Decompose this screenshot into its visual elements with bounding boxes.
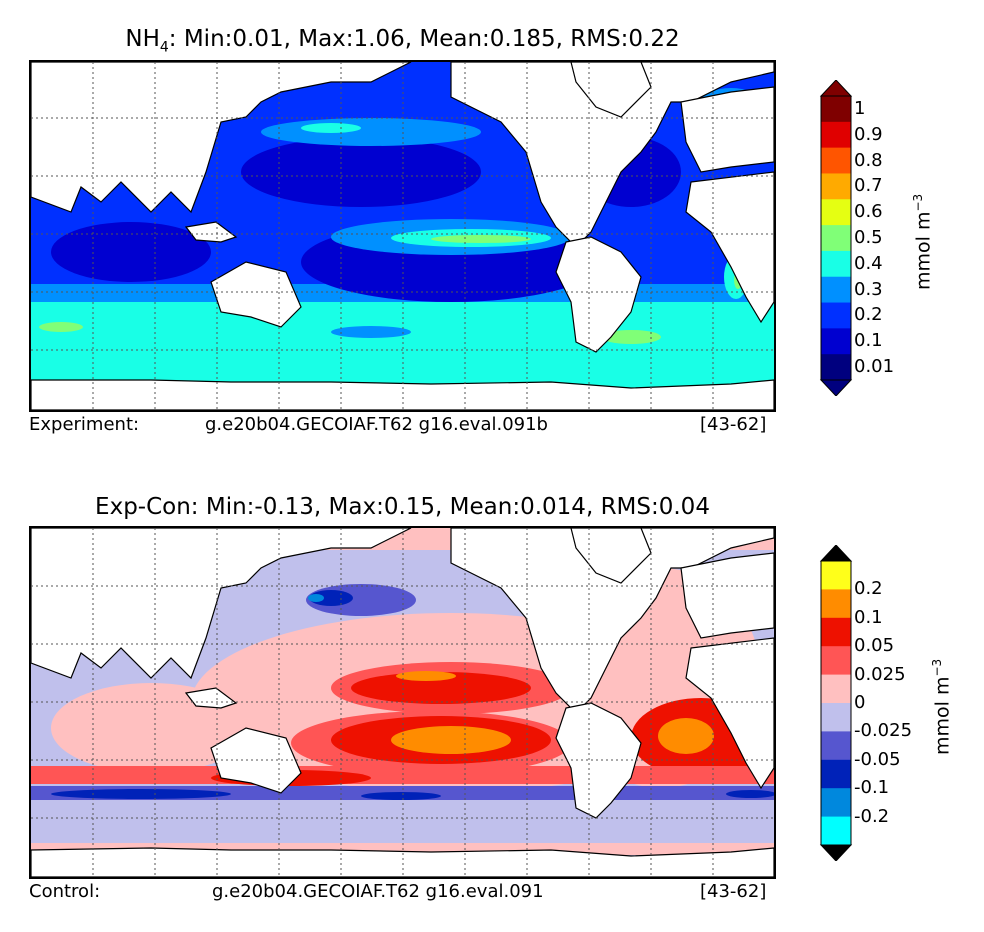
indonesia-land-2 [184, 687, 238, 709]
europe-land-2 [680, 552, 774, 639]
colorbar-swatch [821, 121, 851, 149]
panel2-footer-case: g.e20b04.GECOIAF.T62 g16.eval.091 [212, 881, 544, 902]
panel1-title: NH4: Min:0.01, Max:1.06, Mean:0.185, RMS… [125, 26, 680, 56]
nh4-so-patch3 [331, 326, 411, 338]
panel1-footer-left: Experiment: [29, 414, 140, 435]
diff-orange-satl [658, 718, 714, 754]
colorbar-swatch [821, 617, 851, 647]
nh4-gridlines [31, 62, 774, 410]
nh4-colorbar [819, 80, 853, 396]
diff-map [29, 526, 776, 879]
greenland-land [570, 62, 652, 118]
africa-land-2 [685, 637, 774, 790]
colorbar-swatch [821, 173, 851, 200]
nh4-southern-band [31, 300, 774, 390]
colorbar-tick-label: -0.025 [854, 720, 913, 742]
colorbar-swatch [821, 646, 851, 676]
nh4-colorbar-units: mmol m−3 [911, 193, 935, 290]
diff-navy-so2 [361, 792, 441, 800]
na-land-2 [450, 528, 774, 714]
colorbar-tick-label: 0.01 [854, 356, 895, 378]
colorbar-swatch [821, 199, 851, 226]
colorbar-tick-label: 0.3 [854, 278, 883, 300]
colorbar-tick-label: -0.05 [854, 748, 901, 770]
greenland-land-2 [570, 528, 652, 584]
colorbar-tick-label: -0.1 [854, 777, 890, 799]
diff-cyan-okhotsk [308, 594, 324, 602]
colorbar-tick-label: 0.1 [854, 606, 883, 628]
nh4-npac-core [301, 123, 361, 133]
colorbar-swatch [821, 816, 851, 846]
panel2-footer-left: Control: [29, 881, 101, 902]
nh4-eq-upwelling-max [431, 235, 531, 243]
africa-land [685, 171, 774, 324]
colorbar-tick-label: 0.2 [854, 578, 883, 600]
colorbar-tick-label: 0 [854, 692, 866, 713]
nh4-so-patch1 [39, 322, 83, 332]
colorbar-tick-label: 0.5 [854, 227, 883, 248]
colorbar-swatch [821, 302, 851, 329]
colorbar-tick-label: 0.4 [854, 252, 883, 274]
nh4-npac-band [261, 118, 481, 146]
colorbar-swatch [821, 354, 851, 381]
colorbar-swatch [821, 788, 851, 818]
colorbar-extend-max [819, 545, 853, 562]
colorbar-tick-label: -0.2 [854, 805, 890, 827]
colorbar-tick-label: 0.05 [854, 635, 895, 657]
colorbar-swatch [821, 674, 851, 704]
colorbar-tick-label: 0.1 [854, 330, 883, 352]
panel1-footer-years: [43-62] [700, 414, 767, 435]
colorbar-tick-label: 0.2 [854, 304, 883, 326]
colorbar-swatch [821, 96, 851, 123]
colorbar-tick-label: 0.7 [854, 175, 883, 197]
panel2-title: Exp-Con: Min:-0.13, Max:0.15, Mean:0.014… [95, 494, 710, 520]
colorbar-swatch [821, 589, 851, 619]
diff-red-npac-core [351, 672, 531, 704]
nh4-gyre-npac [241, 137, 481, 207]
europe-land [680, 86, 774, 173]
asia-land [31, 62, 412, 214]
colorbar-swatch [821, 147, 851, 174]
diff-navy-atl [726, 790, 774, 798]
diff-orange-spac [391, 726, 511, 754]
colorbar-tick-label: 1 [854, 97, 866, 119]
na-land [450, 62, 774, 248]
colorbar-swatch [821, 703, 851, 732]
colorbar-extend-min [819, 844, 853, 861]
diff-gridlines [31, 528, 774, 877]
colorbar-tick-label: 0.025 [854, 663, 906, 685]
asia-land-2 [31, 528, 412, 680]
colorbar-extend-max [819, 80, 853, 97]
diff-orange-npac [396, 671, 456, 681]
diff-colorbar-units: mmol m−3 [930, 658, 954, 755]
diff-colorbar [819, 545, 853, 861]
colorbar-extend-min [819, 379, 853, 396]
panel2-footer-years: [43-62] [700, 881, 767, 902]
colorbar-swatch [821, 759, 851, 789]
nh4-gyre-ind [51, 222, 211, 282]
colorbar-tick-label: 0.8 [854, 149, 883, 171]
diff-navy-okhotsk [309, 590, 353, 606]
sa-land-2 [555, 702, 642, 819]
nh4-land [31, 62, 774, 410]
nh4-map [29, 60, 776, 412]
colorbar-tick-label: 0.6 [854, 201, 883, 223]
colorbar-swatch [821, 276, 851, 304]
indonesia-land [184, 221, 238, 243]
colorbar-swatch [821, 731, 851, 761]
diff-navy-so [51, 789, 231, 799]
nh4-so-patch2 [601, 330, 661, 344]
colorbar-swatch [821, 250, 851, 278]
colorbar-swatch [821, 328, 851, 355]
panel1-footer-case: g.e20b04.GECOIAF.T62 g16.eval.091b [205, 414, 548, 435]
colorbar-swatch [821, 561, 851, 590]
colorbar-tick-label: 0.9 [854, 123, 883, 145]
colorbar-swatch [821, 225, 851, 252]
